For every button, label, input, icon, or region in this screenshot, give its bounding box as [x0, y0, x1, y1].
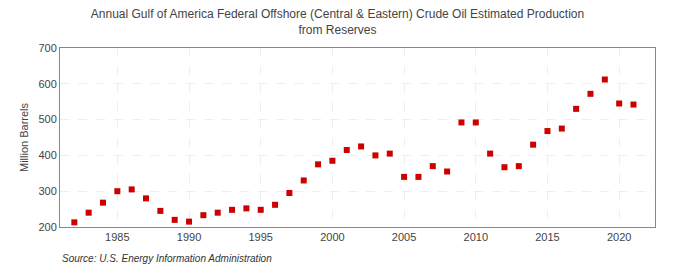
svg-text:1985: 1985: [105, 231, 129, 243]
svg-text:Million Barrels: Million Barrels: [18, 102, 30, 172]
svg-text:400: 400: [38, 149, 56, 161]
svg-text:2000: 2000: [320, 231, 344, 243]
svg-text:500: 500: [38, 113, 56, 125]
svg-text:2015: 2015: [535, 231, 559, 243]
svg-text:2020: 2020: [607, 231, 631, 243]
svg-text:300: 300: [38, 185, 56, 197]
svg-text:Annual Gulf of America Federal: Annual Gulf of America Federal Offshore …: [91, 7, 584, 37]
svg-text:700: 700: [38, 42, 56, 54]
svg-text:Source: U.S. Energy Informatio: Source: U.S. Energy Information Administ…: [62, 253, 272, 264]
svg-text:2010: 2010: [464, 231, 488, 243]
svg-text:1995: 1995: [248, 231, 272, 243]
svg-text:200: 200: [38, 221, 56, 233]
svg-text:1990: 1990: [177, 231, 201, 243]
svg-text:600: 600: [38, 78, 56, 90]
svg-text:2005: 2005: [392, 231, 416, 243]
